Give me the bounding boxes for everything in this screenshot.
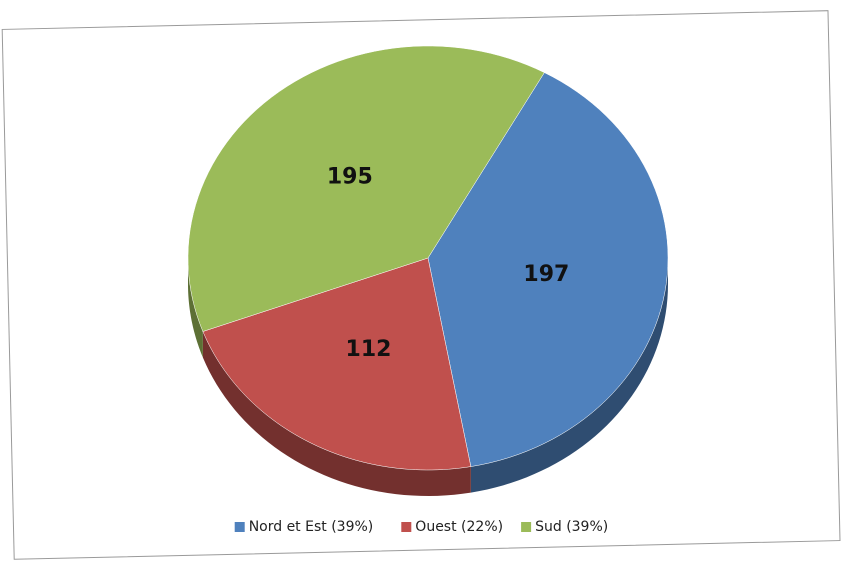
plot: 197 112 195 Nord et Est (39%) Ouest (22%) Sud… — [187, 45, 669, 535]
slice — [202, 257, 472, 471]
data-label: 197 — [523, 262, 569, 287]
slice-side — [202, 331, 471, 496]
data-label: 112 — [346, 337, 392, 362]
slice — [427, 72, 669, 467]
data-label: 195 — [327, 165, 373, 190]
legend-swatch — [234, 522, 245, 532]
legend-label: Ouest (22%) — [415, 519, 503, 535]
legend-swatch — [401, 522, 412, 532]
slice — [187, 45, 545, 332]
legend-label: Nord et Est (39%) — [249, 519, 374, 535]
slice-side — [188, 258, 203, 358]
legend-swatch — [521, 522, 532, 532]
legend-label: Sud (39%) — [535, 519, 608, 535]
slice-side — [470, 258, 668, 493]
